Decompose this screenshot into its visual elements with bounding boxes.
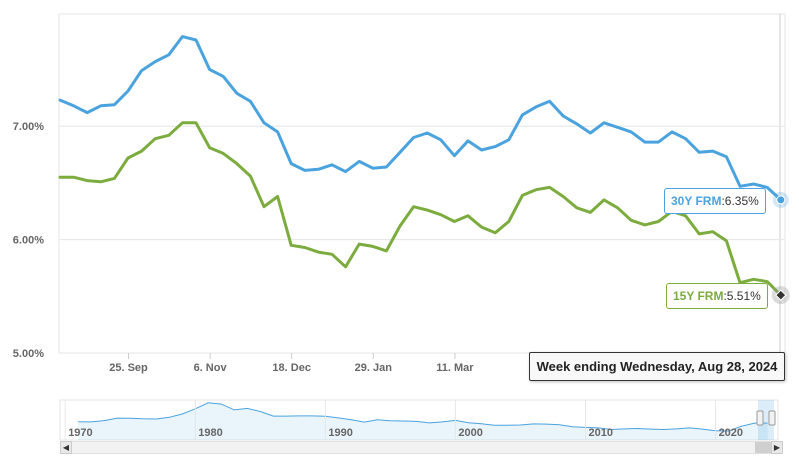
- navigator-selection[interactable]: [758, 400, 774, 440]
- series-15y-tag-value: :5.51%: [723, 289, 761, 303]
- x-tick-label: 18. Dec: [272, 362, 311, 374]
- series-line-15y[interactable]: [58, 121, 783, 297]
- navigator-year-label: 2000: [458, 427, 482, 439]
- x-tick-label: 25. Sep: [109, 362, 148, 374]
- scroll-right-button[interactable]: ▶: [771, 441, 783, 454]
- series-30y-tag-label: 30Y FRM: [671, 194, 722, 208]
- series-15y-value-tag: 15Y FRM:5.51%: [666, 283, 768, 309]
- y-tick-label: 6.00%: [13, 235, 44, 247]
- navigator-year-label: 1990: [328, 427, 352, 439]
- series-line-30y[interactable]: [58, 35, 783, 202]
- scrollbar-track[interactable]: [72, 441, 771, 454]
- series-30y-tag-value: :6.35%: [721, 194, 759, 208]
- y-tick-label: 7.00%: [13, 121, 44, 133]
- navigator-handle-right[interactable]: [768, 410, 776, 426]
- arrow-right-icon: ▶: [773, 443, 781, 452]
- arrow-left-icon: ◀: [62, 443, 70, 452]
- navigator-frame: [59, 399, 779, 441]
- navigator[interactable]: 1970 1980 1990 2000 2010 2020: [59, 399, 779, 441]
- x-tick-label: 6. Nov: [194, 362, 228, 374]
- navigator-year-label: 1980: [198, 427, 222, 439]
- series-30y-value-tag: 30Y FRM:6.35%: [664, 188, 766, 214]
- y-tick-label: 5.00%: [13, 348, 44, 360]
- navigator-year-label: 2010: [588, 427, 612, 439]
- navigator-year-label: 1970: [68, 427, 92, 439]
- series-15y-tag-label: 15Y FRM: [673, 289, 724, 303]
- series-30y-last-point[interactable]: [776, 195, 786, 205]
- series-lines[interactable]: [58, 35, 790, 305]
- navigator-area: [78, 402, 768, 440]
- navigator-year-label: 2020: [719, 427, 743, 439]
- series-15y-last-point[interactable]: [775, 289, 787, 301]
- x-tick-label: 29. Jan: [355, 362, 393, 374]
- navigator-series-line: [78, 402, 768, 432]
- x-tick-label: 11. Mar: [436, 362, 474, 374]
- hover-tooltip: Week ending Wednesday, Aug 28, 2024: [529, 352, 785, 381]
- navigator-handle-left[interactable]: [756, 410, 764, 426]
- y-axis: 5.00% 6.00% 7.00%: [13, 121, 44, 360]
- scrollbar-thumb[interactable]: [755, 442, 771, 453]
- scroll-left-button[interactable]: ◀: [60, 441, 72, 454]
